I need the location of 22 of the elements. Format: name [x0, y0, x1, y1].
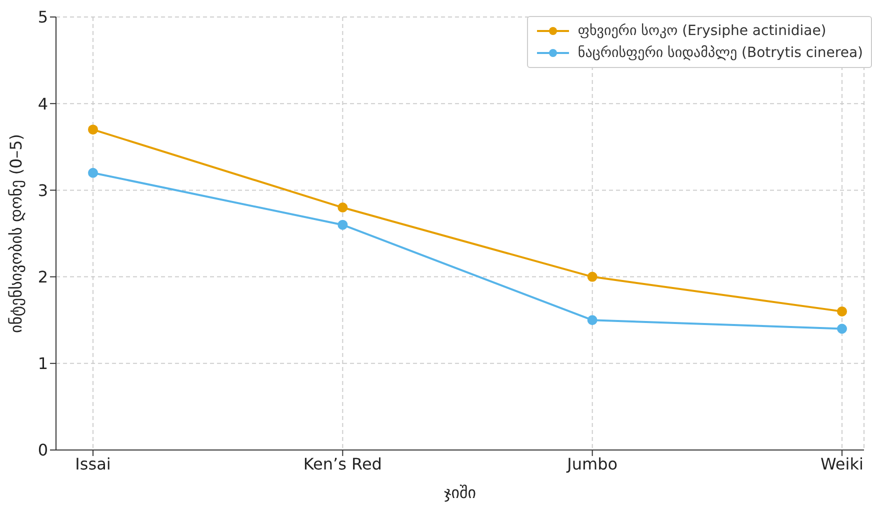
point: [837, 324, 847, 334]
point: [88, 168, 98, 178]
y-tick-label: 1: [38, 354, 48, 374]
x-axis-title: ჯიში: [444, 483, 476, 502]
x-tick-label: Weiki: [820, 454, 864, 474]
y-tick-label: 0: [38, 440, 48, 460]
x-tick-label: Ken’s Red: [303, 454, 382, 474]
y-tick-label: 4: [38, 94, 48, 114]
legend-label: ნაცრისფერი სიდამპლე (Botrytis cinerea): [578, 44, 863, 63]
legend-label: ფხვიერი სოკო (Erysiphe actinidiae): [578, 22, 826, 41]
y-axis-title: ინტენსივობის დონე (0–5): [6, 134, 26, 334]
point: [837, 306, 847, 316]
point: [338, 220, 348, 230]
point: [587, 315, 598, 326]
point: [88, 124, 98, 135]
y-tick-label: 3: [38, 180, 48, 200]
y-tick-label: 2: [38, 267, 48, 286]
point: [338, 202, 348, 213]
point: [587, 272, 598, 282]
y-tick-label: 5: [38, 8, 48, 27]
x-tick-label: Issai: [75, 454, 111, 474]
x-tick-label: Jumbo: [566, 454, 618, 474]
